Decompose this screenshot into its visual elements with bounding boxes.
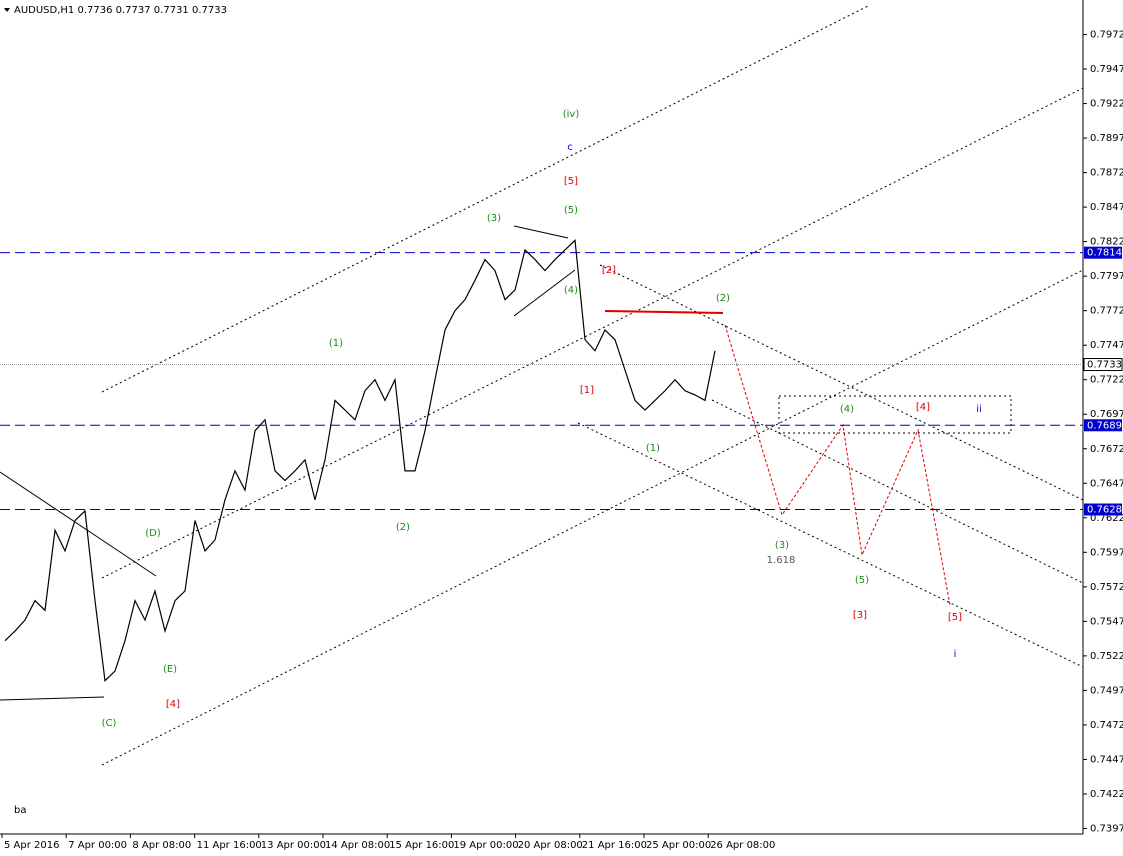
y-tick-label: 0.7722 <box>1090 375 1123 386</box>
level-tag <box>1084 419 1122 432</box>
wave-label: [2] <box>602 265 616 276</box>
wave-label: [4] <box>916 402 930 413</box>
y-tick-label: 0.7797 <box>1090 271 1123 282</box>
wave-label: ii <box>976 404 982 415</box>
y-tick-label: 0.7497 <box>1090 685 1123 696</box>
wave-label: c <box>567 142 573 153</box>
y-tick-label: 0.7972 <box>1090 30 1123 41</box>
x-tick-label: 8 Apr 08:00 <box>132 840 191 851</box>
y-tick-label: 0.7422 <box>1090 789 1123 800</box>
wave-label: i <box>954 649 957 660</box>
projection-path <box>724 324 951 606</box>
y-tick-label: 0.7847 <box>1090 202 1123 213</box>
y-tick-label: 0.7822 <box>1090 237 1123 248</box>
x-tick-label: 11 Apr 16:00 <box>197 840 262 851</box>
x-tick-label: 14 Apr 08:00 <box>325 840 390 851</box>
y-tick-label: 0.7397 <box>1090 823 1123 834</box>
wave-label: (3) <box>775 540 789 551</box>
triangle-lines <box>513 225 576 317</box>
y-tick-label: 0.7572 <box>1090 582 1123 593</box>
x-tick-label: 7 Apr 00:00 <box>68 840 127 851</box>
wave-label: (iv) <box>563 109 580 120</box>
trend-line <box>0 471 157 577</box>
current-price-tag <box>1083 358 1123 372</box>
wave-label: (5) <box>855 575 869 586</box>
y-tick-label: 0.7622 <box>1090 513 1123 524</box>
level-tag <box>1084 503 1122 516</box>
channel-line <box>577 422 1084 668</box>
x-tick-label: 5 Apr 2016 <box>4 840 59 851</box>
y-tick-label: 0.7772 <box>1090 306 1123 317</box>
y-tick-label: 0.7872 <box>1090 168 1123 179</box>
footer-text: ba <box>14 805 26 816</box>
y-tick-label: 0.7472 <box>1090 720 1123 731</box>
wave-label: (1) <box>646 443 660 454</box>
x-tick-label: 25 Apr 00:00 <box>646 840 711 851</box>
y-tick-label: 0.7547 <box>1090 616 1123 627</box>
channel-line <box>101 269 1084 766</box>
channel-line <box>711 399 1084 584</box>
y-tick-label: 0.7947 <box>1090 64 1123 75</box>
level-tag <box>1084 246 1122 259</box>
chart-header: AUDUSD,H1 0.7736 0.7737 0.7731 0.7733 <box>14 5 227 16</box>
resistance-line <box>604 310 724 314</box>
y-tick-label: 0.7897 <box>1090 133 1123 144</box>
wave-label: [4] <box>166 699 180 710</box>
x-tick-label: 26 Apr 08:00 <box>710 840 775 851</box>
level-tag-label: 0.7628 <box>1087 505 1122 516</box>
y-tick-label: 0.7922 <box>1090 99 1123 110</box>
channel-lines <box>0 4 1084 766</box>
x-tick-label: 19 Apr 00:00 <box>453 840 518 851</box>
y-tick-label: 0.7647 <box>1090 478 1123 489</box>
wave-label: [1] <box>580 385 594 396</box>
y-tick-label: 0.7747 <box>1090 340 1123 351</box>
y-tick-label: 0.7697 <box>1090 409 1123 420</box>
wave-label: (4) <box>840 404 854 415</box>
price-line <box>4 238 716 682</box>
menu-arrow <box>4 8 10 12</box>
x-tick-label: 15 Apr 16:00 <box>389 840 454 851</box>
channel-line <box>101 4 871 393</box>
wave-label: (2) <box>716 293 730 304</box>
wave-label: 1.618 <box>767 555 796 566</box>
level-tag-label: 0.7689 <box>1087 420 1122 431</box>
target-box <box>778 395 1012 434</box>
y-tick-label: 0.7522 <box>1090 651 1123 662</box>
wave-label: [5] <box>948 612 962 623</box>
wave-label: (4) <box>564 285 578 296</box>
wave-label: (2) <box>396 522 410 533</box>
current-price-label: 0.7733 <box>1087 360 1122 371</box>
wave-label: (D) <box>145 528 161 539</box>
wave-label: (5) <box>564 205 578 216</box>
y-tick-label: 0.7447 <box>1090 754 1123 765</box>
x-tick-label: 21 Apr 16:00 <box>582 840 647 851</box>
y-tick-label: 0.7672 <box>1090 444 1123 455</box>
trend-line <box>0 696 105 701</box>
wave-label: [3] <box>853 610 867 621</box>
wave-label: (E) <box>163 664 177 675</box>
wave-label: (3) <box>487 213 501 224</box>
y-tick-label: 0.7597 <box>1090 547 1123 558</box>
x-tick-label: 20 Apr 08:00 <box>518 840 583 851</box>
wave-label: [5] <box>564 176 578 187</box>
level-tag-label: 0.7814 <box>1087 248 1122 259</box>
x-tick-label: 13 Apr 00:00 <box>261 840 326 851</box>
wave-label: (1) <box>329 338 343 349</box>
wave-label: (C) <box>102 718 117 729</box>
